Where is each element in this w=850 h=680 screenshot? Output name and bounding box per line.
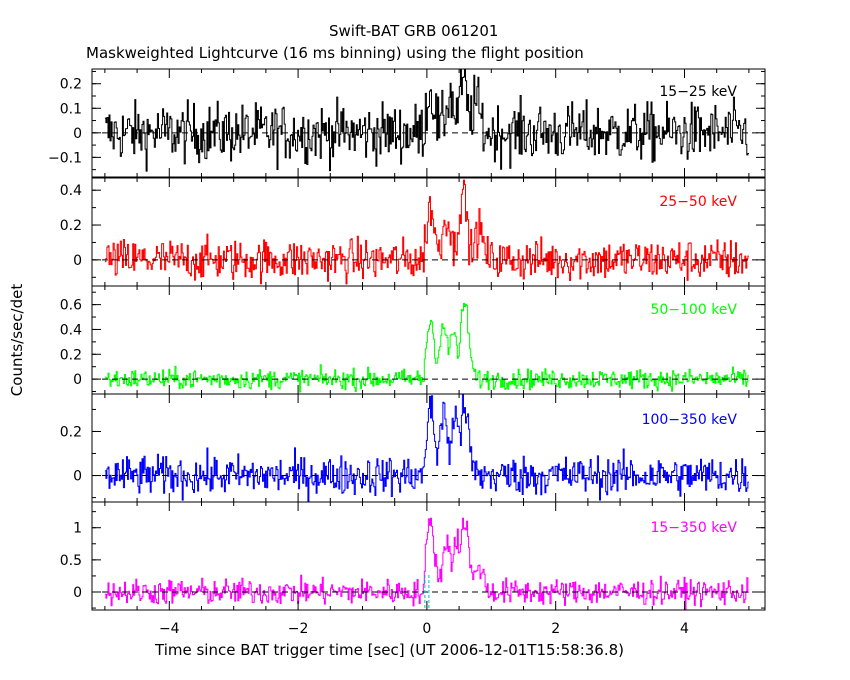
- x-axis-label: Time since BAT trigger time [sec] (UT 20…: [154, 641, 624, 659]
- band-label-2: 50−100 keV: [650, 302, 737, 318]
- y-axis-label: Counts/sec/det: [8, 284, 26, 397]
- y-tick-label-2-0: 0: [73, 372, 82, 388]
- panel-frame-4: [91, 501, 766, 611]
- y-tick-label-4-1: 0.5: [60, 553, 82, 569]
- series-line-2: [104, 303, 749, 393]
- y-tick-label-1-1: 0.2: [60, 218, 82, 234]
- band-label-4: 15−350 keV: [650, 520, 737, 536]
- band-label-1: 25−50 keV: [659, 194, 737, 210]
- series-line-0: [104, 68, 749, 172]
- y-tick-label-2-1: 0.2: [60, 347, 82, 363]
- band-label-0: 15−25 keV: [659, 84, 737, 100]
- y-tick-label-1-2: 0.4: [60, 183, 82, 199]
- y-tick-label-0-1: 0: [73, 126, 82, 142]
- y-tick-label-0-3: 0.2: [60, 77, 82, 93]
- x-tick-label-3: 2: [551, 621, 560, 637]
- y-tick-label-2-3: 0.6: [60, 298, 82, 314]
- panel-frame-0: [91, 68, 766, 178]
- y-tick-label-0-0: −0.1: [48, 150, 82, 166]
- chart-title: Swift-BAT GRB 061201: [329, 22, 499, 40]
- band-label-3: 100−350 keV: [642, 412, 738, 428]
- y-tick-label-3-1: 0.2: [60, 424, 82, 440]
- series-line-3: [104, 394, 749, 503]
- x-tick-label-0: −4: [159, 621, 180, 637]
- y-tick-label-0-2: 0.1: [60, 101, 82, 117]
- y-tick-label-4-2: 1: [73, 521, 82, 537]
- y-tick-label-1-0: 0: [73, 253, 82, 269]
- series-line-1: [104, 179, 749, 285]
- x-tick-label-2: 0: [422, 621, 431, 637]
- y-tick-label-4-0: 0: [73, 585, 82, 601]
- chart-subtitle: Maskweighted Lightcurve (16 ms binning) …: [86, 44, 584, 62]
- x-tick-label-4: 4: [680, 621, 689, 637]
- y-tick-label-2-2: 0.4: [60, 322, 82, 338]
- x-tick-label-1: −2: [288, 621, 309, 637]
- y-tick-label-3-0: 0: [73, 469, 82, 485]
- series-line-4: [104, 517, 749, 611]
